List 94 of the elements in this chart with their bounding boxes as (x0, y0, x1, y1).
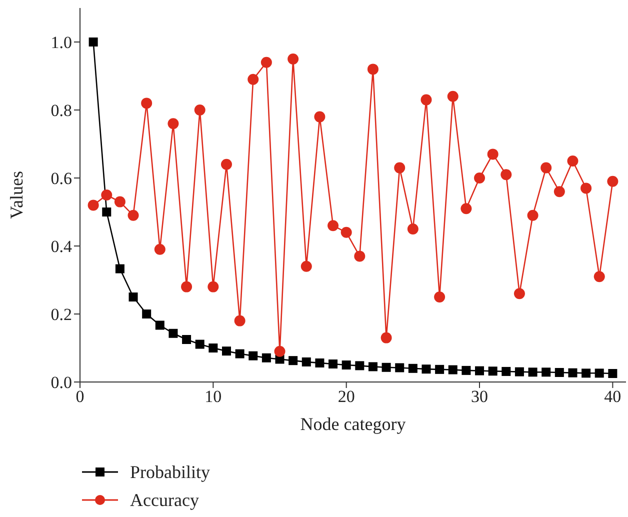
point (168, 118, 179, 130)
x-axis-title: Node category (300, 414, 406, 434)
point (342, 360, 351, 370)
point (367, 64, 378, 75)
point (300, 260, 312, 272)
point (568, 368, 578, 378)
point (222, 346, 231, 356)
point (474, 172, 486, 184)
point (208, 281, 219, 292)
point (354, 250, 366, 262)
point (355, 361, 364, 370)
point (155, 320, 164, 330)
point (540, 162, 552, 174)
point (447, 90, 458, 102)
point (420, 94, 432, 106)
point (448, 365, 458, 374)
point (328, 220, 339, 232)
point (500, 169, 512, 180)
point (181, 281, 192, 292)
point (142, 310, 152, 318)
point (554, 186, 565, 198)
point (567, 156, 578, 166)
point (141, 98, 152, 109)
point (288, 356, 298, 366)
point (114, 196, 126, 208)
x-tick-label: 0 (76, 387, 84, 406)
point (514, 367, 524, 376)
point (274, 346, 286, 357)
point (315, 358, 324, 368)
point (314, 111, 326, 122)
point (154, 244, 166, 255)
point (115, 264, 124, 274)
point (260, 56, 272, 68)
point (395, 363, 404, 372)
y-tick-label: 0.6 (50, 169, 72, 188)
point (488, 366, 498, 376)
point (195, 340, 204, 349)
point (608, 369, 618, 378)
point (408, 364, 418, 373)
point (208, 344, 218, 352)
point (528, 368, 538, 377)
point (407, 224, 418, 234)
point (607, 176, 618, 187)
point (487, 148, 498, 160)
point (88, 38, 98, 46)
point (382, 362, 391, 372)
point (168, 328, 178, 338)
point (235, 349, 244, 358)
point (340, 226, 352, 238)
legend-label: Accuracy (130, 490, 199, 510)
point (128, 210, 139, 221)
point (182, 335, 192, 344)
point (234, 315, 246, 326)
legend-label: Probability (130, 462, 210, 482)
x-tick-label: 20 (338, 387, 355, 406)
point (380, 332, 392, 344)
point (475, 366, 484, 376)
y-tick-label: 0.0 (50, 373, 72, 392)
point (594, 271, 605, 282)
y-tick-label: 0.4 (50, 237, 72, 256)
point (394, 162, 406, 174)
point (288, 54, 299, 64)
point (194, 104, 206, 116)
point (328, 359, 338, 368)
y-axis-title: Values (6, 171, 26, 219)
point (302, 357, 311, 366)
point (554, 368, 564, 377)
y-tick-label: 1.0 (50, 33, 72, 52)
point (594, 368, 604, 378)
point (102, 208, 112, 216)
point (582, 368, 591, 378)
point (502, 366, 511, 376)
point (580, 182, 592, 194)
point (220, 158, 232, 170)
point (422, 364, 431, 374)
point (248, 351, 258, 360)
point (262, 353, 271, 362)
x-tick-label: 40 (604, 387, 622, 406)
y-tick-label: 0.8 (50, 101, 72, 120)
point (101, 190, 112, 200)
point (434, 292, 446, 302)
point (128, 292, 138, 302)
point (88, 200, 99, 211)
point (462, 366, 471, 375)
point (542, 368, 551, 377)
x-tick-label: 30 (471, 387, 488, 406)
x-tick-label: 10 (204, 387, 222, 406)
point (435, 364, 444, 374)
point (514, 288, 525, 300)
point (460, 203, 472, 214)
point (527, 210, 538, 221)
point (368, 362, 378, 372)
point (248, 74, 259, 85)
y-tick-label: 0.2 (50, 305, 72, 324)
